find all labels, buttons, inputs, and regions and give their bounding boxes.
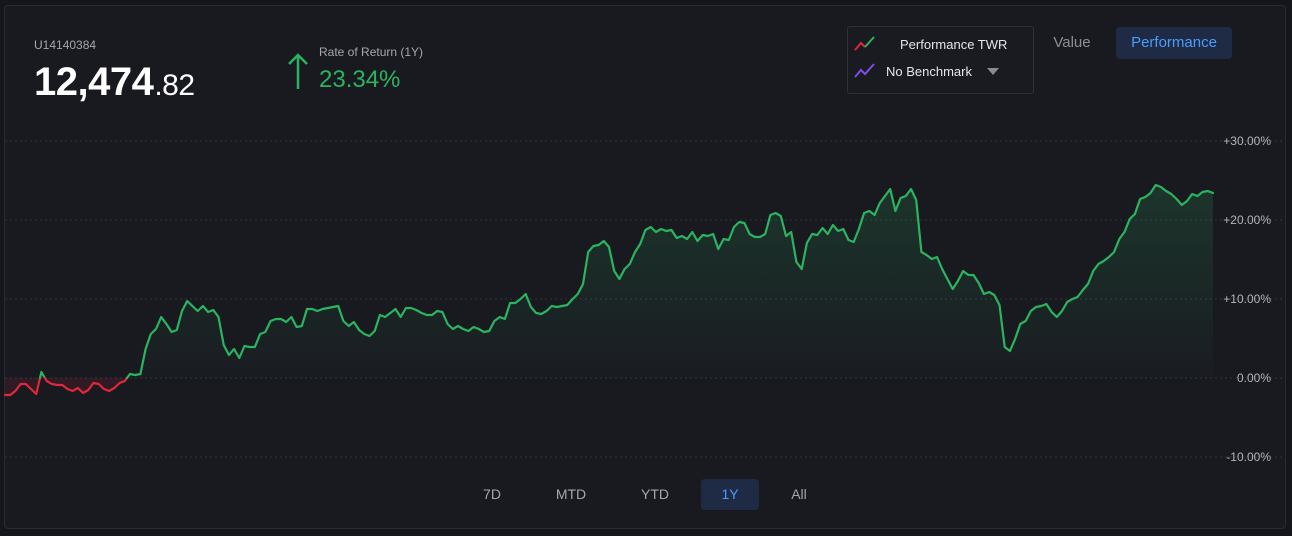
account-value-main: 12,474 bbox=[34, 60, 154, 104]
chart-area-fill bbox=[5, 185, 1213, 395]
rate-of-return-label: Rate of Return (1Y) bbox=[319, 45, 424, 59]
account-value-cents: .82 bbox=[154, 69, 195, 102]
y-tick-label: +10.00% bbox=[1223, 292, 1271, 306]
range-all[interactable]: All bbox=[791, 486, 807, 502]
arrow-up-icon bbox=[288, 53, 308, 89]
series-line-positive bbox=[38, 370, 47, 380]
range-ytd[interactable]: YTD bbox=[641, 486, 669, 502]
area-fill-positive bbox=[127, 185, 1213, 378]
line-chart-icon bbox=[854, 36, 875, 51]
series-line-positive bbox=[125, 183, 1215, 380]
benchmark-selector[interactable]: No Benchmark bbox=[854, 62, 999, 80]
rate-of-return-value: 23.34% bbox=[319, 66, 401, 93]
series-line-negative bbox=[43, 376, 129, 395]
chevron-down-icon[interactable] bbox=[986, 67, 999, 75]
range-mtd[interactable]: MTD bbox=[555, 486, 587, 502]
line-chart-icon bbox=[854, 63, 875, 78]
y-tick-label: +20.00% bbox=[1223, 213, 1271, 227]
benchmark-label: No Benchmark bbox=[886, 63, 972, 79]
y-axis-ticks: +30.00% +20.00% +10.00% 0.00% -10.00% bbox=[1223, 134, 1271, 464]
account-value: 12,474.82 bbox=[34, 60, 195, 105]
y-tick-label: -10.00% bbox=[1226, 450, 1271, 464]
y-tick-label: 0.00% bbox=[1237, 371, 1271, 385]
legend-series-label: Performance TWR bbox=[900, 36, 1008, 52]
chart-line-layer bbox=[3, 183, 1215, 397]
performance-toggle-button[interactable]: Performance bbox=[1116, 27, 1232, 59]
value-toggle-button[interactable]: Value bbox=[1053, 34, 1091, 51]
y-tick-label: +30.00% bbox=[1223, 134, 1271, 148]
range-1y[interactable]: 1Y bbox=[701, 479, 759, 510]
account-id: U14140384 bbox=[34, 38, 97, 52]
range-7d[interactable]: 7D bbox=[483, 486, 501, 502]
legend-performance-twr: Performance TWR bbox=[854, 35, 1007, 53]
area-fill-negative bbox=[5, 378, 40, 395]
series-legend: Performance TWR No Benchmark bbox=[847, 26, 1034, 94]
series-line-negative bbox=[3, 376, 42, 397]
